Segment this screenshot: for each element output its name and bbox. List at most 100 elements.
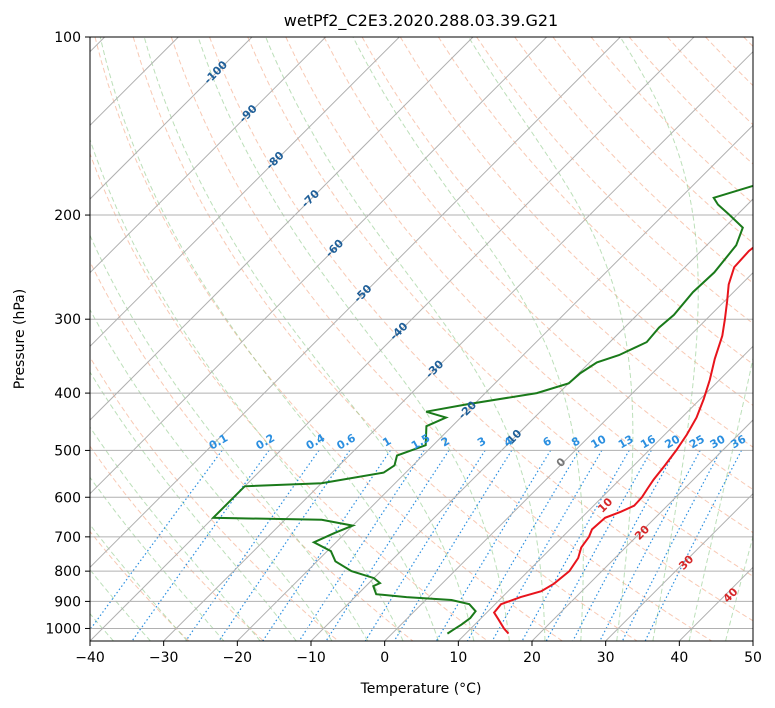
mixing-ratio-label: 0.2 bbox=[254, 431, 277, 452]
dry-adiabat bbox=[132, 37, 638, 641]
dry-adiabat bbox=[552, 37, 753, 244]
moist-adiabat bbox=[143, 37, 475, 641]
dry-adiabat bbox=[437, 37, 753, 365]
moist-adiabat bbox=[468, 37, 634, 641]
dry-adiabat bbox=[476, 37, 753, 325]
moist-adiabat bbox=[688, 355, 753, 641]
moist-adiabat bbox=[197, 37, 510, 641]
isotherm-line bbox=[752, 640, 753, 641]
dry-adiabat bbox=[90, 260, 414, 641]
isotherm-line bbox=[90, 37, 253, 200]
moist-adiabat bbox=[265, 37, 546, 641]
mixing-ratio-label: 10 bbox=[589, 432, 609, 451]
mixing-ratio-line bbox=[521, 450, 630, 641]
dry-adiabat bbox=[705, 37, 753, 87]
x-tick-label: 30 bbox=[597, 650, 615, 666]
mixing-ratio-line bbox=[491, 450, 603, 641]
mixing-ratio-label: 16 bbox=[638, 432, 658, 451]
moist-adiabat bbox=[725, 534, 753, 641]
mixing-ratio-label: 25 bbox=[687, 432, 707, 451]
moist-adiabat-label: 30 bbox=[676, 552, 696, 572]
y-tick-label: 400 bbox=[54, 386, 81, 402]
moist-adiabat bbox=[352, 37, 584, 641]
dry-adiabat bbox=[209, 37, 753, 622]
moist-adiabat-label: 0 bbox=[554, 455, 569, 470]
dry-adiabat bbox=[94, 37, 563, 641]
dry-adiabat bbox=[90, 356, 339, 641]
x-tick-label: −40 bbox=[75, 650, 105, 666]
y-tick-label: 300 bbox=[54, 312, 81, 328]
y-tick-label: 500 bbox=[54, 443, 81, 459]
mixing-ratio-label: 20 bbox=[662, 432, 682, 451]
isotherm-line bbox=[531, 419, 753, 641]
y-tick-label: 1000 bbox=[45, 621, 81, 637]
dry-adiabat bbox=[399, 37, 753, 407]
y-tick-label: 900 bbox=[54, 594, 81, 610]
y-tick-label: 100 bbox=[54, 30, 81, 46]
isotherm-line bbox=[310, 198, 753, 641]
isotherm-line bbox=[90, 37, 400, 348]
moist-adiabat bbox=[619, 37, 699, 641]
moist-adiabat bbox=[90, 476, 225, 641]
mixing-ratio-line bbox=[218, 450, 351, 641]
mixing-ratio-line bbox=[90, 450, 223, 631]
mixing-ratio-line bbox=[185, 450, 320, 641]
y-tick-label: 600 bbox=[54, 490, 81, 506]
dry-adiabat bbox=[90, 530, 190, 641]
y-tick-label: 200 bbox=[54, 208, 81, 224]
chart-title: wetPf2_C2E3.2020.288.03.39.G21 bbox=[284, 11, 558, 31]
x-tick-label: 20 bbox=[523, 650, 541, 666]
dry-adiabat bbox=[743, 37, 753, 48]
isotherm-line bbox=[90, 37, 548, 495]
mixing-ratio-label: 0.6 bbox=[335, 431, 359, 452]
dry-adiabat bbox=[361, 37, 753, 448]
isotherm-line bbox=[90, 37, 474, 421]
mixing-ratio-label: 0.1 bbox=[207, 431, 230, 452]
isotherm-line bbox=[678, 566, 753, 641]
moist-adiabat-label: 10 bbox=[595, 495, 615, 515]
dry-adiabat bbox=[90, 445, 264, 641]
mixing-ratio-line bbox=[644, 450, 743, 641]
mixing-ratio-label: 36 bbox=[729, 432, 749, 451]
moist-adiabat bbox=[90, 308, 333, 641]
y-tick-label: 700 bbox=[54, 530, 81, 546]
moist-adiabat bbox=[90, 426, 261, 641]
isotherm-line bbox=[236, 124, 753, 641]
mixing-ratio-label: 2 bbox=[439, 434, 452, 449]
moist-adiabat bbox=[762, 37, 775, 641]
x-tick-label: −10 bbox=[296, 650, 326, 666]
mixing-ratio-line bbox=[621, 450, 722, 641]
x-tick-label: 0 bbox=[380, 650, 389, 666]
dry-adiabat bbox=[170, 37, 712, 641]
mixing-ratio-label: 3 bbox=[475, 434, 488, 449]
dry-adiabat bbox=[590, 37, 753, 205]
isotherm-line bbox=[457, 345, 753, 641]
mixing-ratio-line bbox=[364, 450, 486, 641]
y-tick-label: 800 bbox=[54, 564, 81, 580]
dry-adiabat bbox=[247, 37, 753, 577]
dry-adiabat bbox=[285, 37, 753, 534]
x-tick-label: 40 bbox=[670, 650, 688, 666]
x-tick-label: −30 bbox=[149, 650, 179, 666]
moist-adiabat bbox=[90, 138, 404, 641]
isotherm-line bbox=[90, 37, 621, 569]
mixing-ratio-line bbox=[599, 450, 701, 641]
x-axis-label: Temperature (°C) bbox=[360, 681, 482, 697]
dry-adiabat bbox=[323, 37, 753, 491]
mixing-ratio-label: 8 bbox=[569, 434, 582, 449]
moist-adiabat bbox=[99, 37, 439, 641]
x-tick-label: −20 bbox=[223, 650, 253, 666]
mixing-ratio-line bbox=[545, 450, 652, 641]
moist-adiabat bbox=[90, 234, 369, 641]
moist-adiabat-label: 20 bbox=[632, 523, 652, 543]
y-axis-label: Pressure (hPa) bbox=[12, 289, 28, 389]
dry-adiabat bbox=[90, 152, 488, 641]
temperature-series bbox=[492, 246, 753, 635]
mixing-ratio-label: 6 bbox=[541, 434, 554, 449]
x-tick-label: 10 bbox=[449, 650, 467, 666]
isotherm-line bbox=[384, 271, 753, 641]
isotherm-line bbox=[163, 50, 753, 641]
moist-adiabat bbox=[90, 523, 188, 641]
isotherm-line bbox=[90, 37, 695, 641]
